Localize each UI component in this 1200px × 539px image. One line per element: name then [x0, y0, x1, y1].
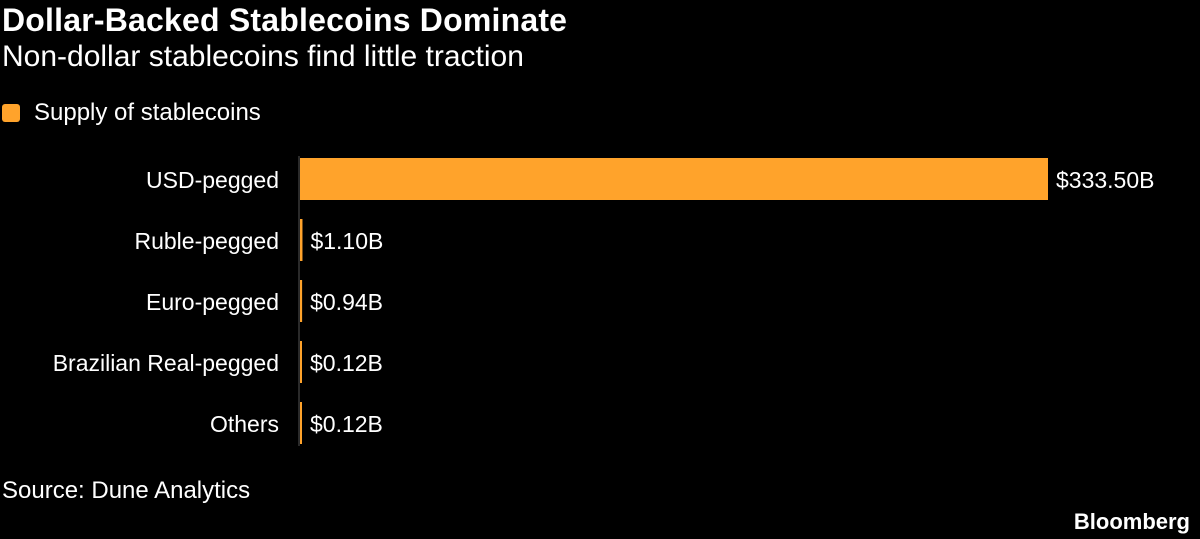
category-label: Others [210, 411, 279, 437]
bloomberg-logo: Bloomberg [1073, 509, 1190, 534]
legend: Supply of stablecoins [2, 99, 261, 127]
bar [300, 280, 303, 322]
value-label: $0.12B [310, 411, 383, 437]
category-label: Euro-pegged [146, 289, 279, 315]
bar [300, 341, 302, 383]
chart-title: Dollar-Backed Stablecoins Dominate [2, 2, 568, 38]
source-note: Source: Dune Analytics [2, 477, 251, 504]
bar [300, 402, 302, 444]
value-label: $0.94B [310, 289, 383, 315]
bar [300, 219, 303, 261]
value-label: $1.10B [310, 228, 383, 254]
category-label: Brazilian Real-pegged [53, 350, 279, 376]
bar [300, 158, 1048, 200]
category-label: Ruble-pegged [134, 228, 279, 254]
value-label: $333.50B [1056, 167, 1154, 193]
legend-swatch [2, 104, 20, 122]
category-label: USD-pegged [146, 167, 279, 193]
value-label: $0.12B [310, 350, 383, 376]
legend-label: Supply of stablecoins [34, 99, 261, 126]
chart-subtitle: Non-dollar stablecoins find little tract… [2, 40, 524, 73]
